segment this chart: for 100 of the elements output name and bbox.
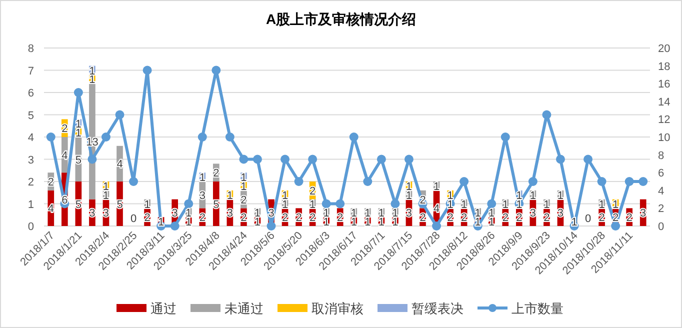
y-tick-label: 2: [28, 176, 34, 188]
data-label: 2: [213, 168, 220, 180]
data-label: 5: [75, 198, 82, 211]
point: [336, 199, 345, 208]
y2-tick-label: 10: [658, 132, 670, 144]
data-label: 0: [130, 213, 137, 225]
data-label: 1: [144, 198, 150, 211]
point: [363, 177, 372, 186]
data-label: 2: [420, 212, 426, 224]
point: [212, 66, 221, 75]
data-label: 2: [62, 123, 68, 136]
point: [115, 110, 124, 120]
data-label: 3: [89, 208, 96, 220]
data-label: 2: [282, 212, 288, 224]
data-label: 3: [172, 208, 178, 220]
point: [74, 88, 83, 97]
y2-tick-label: 0: [658, 221, 664, 233]
data-label: 2: [598, 212, 605, 224]
data-label: 1: [447, 198, 454, 211]
data-label: 2: [296, 212, 302, 224]
point: [225, 132, 234, 142]
data-label: 3: [199, 190, 206, 202]
legend-label: 上市数量: [512, 301, 564, 316]
data-label: 1: [199, 172, 206, 184]
point: [390, 199, 400, 208]
data-label: 2: [240, 194, 247, 206]
data-label: 1: [474, 216, 481, 229]
y2-tick-label: 14: [658, 96, 670, 108]
point: [638, 177, 648, 186]
data-label: 1: [461, 198, 468, 211]
data-label: 4: [48, 203, 54, 216]
y2-tick-label: 2: [658, 203, 664, 216]
data-label: 2: [502, 212, 508, 224]
point: [376, 154, 386, 164]
data-label: 3: [640, 208, 646, 220]
point: [142, 66, 152, 75]
data-label: 1: [571, 216, 578, 229]
data-label: 1: [378, 216, 384, 229]
point: [101, 132, 110, 142]
point: [129, 177, 138, 186]
data-label: 1: [488, 216, 495, 229]
data-label: 4: [62, 150, 68, 162]
data-label: 1: [406, 190, 412, 202]
data-label: 2: [461, 212, 468, 224]
data-label: 2: [310, 212, 316, 224]
point: [46, 132, 56, 142]
legend-label: 未通过: [224, 301, 264, 316]
data-label: 3: [557, 208, 564, 220]
legend-label: 通过: [150, 301, 176, 316]
data-label: 1: [75, 128, 82, 140]
point: [170, 222, 180, 230]
data-label: 2: [199, 212, 206, 224]
y2-tick-label: 16: [658, 78, 670, 91]
data-label: 2: [626, 212, 632, 224]
data-label: 5: [75, 154, 82, 166]
data-label: 1: [364, 216, 371, 229]
data-label: 3: [102, 208, 110, 220]
chart-title: A股上市及审核情况介绍: [266, 11, 416, 27]
point: [184, 199, 194, 208]
data-label: 3: [530, 208, 536, 220]
data-label: 1: [433, 180, 440, 193]
y2-tick-label: 20: [658, 43, 670, 55]
y-tick-label: 0: [28, 221, 34, 233]
point: [500, 132, 510, 142]
y2-tick-label: 4: [658, 185, 664, 198]
legend-label: 暂缓表决: [412, 301, 464, 316]
data-label: 2: [48, 176, 54, 188]
point: [432, 222, 442, 230]
data-label: 1: [226, 190, 233, 202]
point: [322, 199, 331, 208]
data-label: 1: [392, 216, 398, 229]
point: [252, 154, 262, 164]
data-label: 2: [310, 185, 316, 198]
y2-tick-label: 18: [658, 60, 670, 73]
point: [584, 154, 593, 164]
point: [487, 199, 496, 208]
data-label: 1: [102, 190, 110, 202]
point: [88, 154, 97, 164]
data-label: 1: [612, 198, 619, 211]
data-label: 2: [144, 212, 150, 224]
data-label: 0: [584, 213, 592, 225]
data-label: 3: [406, 208, 412, 220]
y-tick-label: 3: [28, 154, 34, 166]
point: [404, 154, 414, 164]
point: [349, 132, 358, 142]
point: [266, 222, 276, 230]
point: [528, 177, 538, 186]
point: [556, 154, 565, 164]
point: [624, 177, 634, 186]
y-tick-label: 5: [28, 110, 34, 122]
data-label: 2: [516, 212, 522, 224]
data-label: 1: [557, 190, 564, 202]
point: [597, 177, 606, 186]
data-label: 2: [447, 212, 454, 224]
data-label: 2: [544, 212, 550, 224]
data-label: 4: [433, 203, 440, 216]
data-label: 2: [337, 212, 344, 224]
data-label: 5: [116, 198, 123, 211]
data-label: 1: [544, 198, 550, 211]
data-label: 1: [516, 198, 522, 211]
